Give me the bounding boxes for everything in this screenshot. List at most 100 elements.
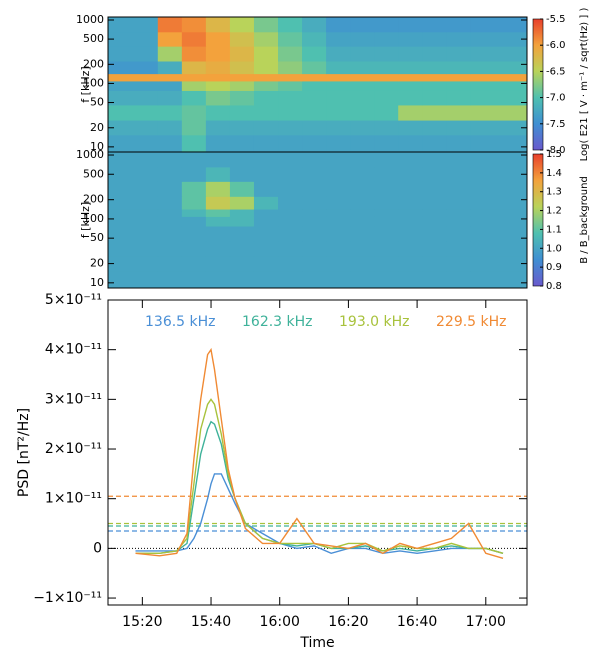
heatmap-cell bbox=[108, 270, 159, 289]
heatmap-cell bbox=[302, 90, 327, 106]
heatmap-cell bbox=[326, 104, 351, 121]
heatmap-cell bbox=[422, 60, 447, 75]
heatmap-cell bbox=[278, 17, 303, 33]
heatmap-cell bbox=[374, 270, 399, 289]
heatmap-cell bbox=[253, 134, 279, 153]
y-tick-label: 100 bbox=[83, 212, 104, 225]
heatmap-cell bbox=[350, 17, 375, 33]
heatmap-cell bbox=[157, 255, 183, 272]
heatmap-cell bbox=[253, 80, 279, 91]
heatmap-cell bbox=[326, 152, 351, 168]
heatmap-cell bbox=[470, 216, 528, 227]
heatmap-cell bbox=[374, 17, 399, 33]
y-axis-label: f [kHz] bbox=[79, 202, 92, 238]
x-tick-label: 17:00 bbox=[466, 614, 506, 630]
heatmap-cell bbox=[470, 270, 528, 289]
heatmap-cell bbox=[229, 196, 255, 210]
heatmap-cell bbox=[446, 152, 471, 168]
heatmap-cell bbox=[350, 181, 375, 197]
colorbar-tick-label: -5.5 bbox=[546, 14, 566, 25]
heatmap-cell bbox=[398, 240, 423, 257]
heatmap-cell bbox=[278, 73, 303, 82]
heatmap-cell bbox=[470, 134, 528, 153]
y-tick-label: −1×10⁻¹¹ bbox=[33, 590, 102, 606]
heatmap-cell bbox=[205, 80, 231, 91]
heatmap-cell bbox=[253, 255, 279, 272]
heatmap-cell bbox=[398, 209, 423, 217]
heatmap-cell bbox=[470, 60, 528, 75]
heatmap-cell bbox=[374, 209, 399, 217]
heatmap-cell bbox=[229, 134, 255, 153]
heatmap-cell bbox=[157, 73, 183, 82]
heatmap-cell bbox=[326, 226, 351, 242]
heatmap-cell bbox=[470, 120, 528, 136]
heatmap-cell bbox=[326, 90, 351, 106]
y-tick-label: 20 bbox=[90, 121, 104, 134]
heatmap-cell bbox=[302, 120, 327, 136]
heatmap-cell bbox=[302, 181, 327, 197]
heatmap-cell bbox=[253, 31, 279, 47]
heatmap-cell bbox=[181, 31, 207, 47]
heatmap-cell bbox=[157, 152, 183, 168]
heatmap-cell bbox=[302, 60, 327, 75]
heatmap-cell bbox=[278, 60, 303, 75]
heatmap-cell bbox=[470, 104, 528, 121]
heatmap-cell bbox=[229, 152, 255, 168]
heatmap-cell bbox=[205, 196, 231, 210]
heatmap-cell bbox=[229, 181, 255, 197]
heatmap-cell bbox=[205, 166, 231, 182]
heatmap-cell bbox=[470, 209, 528, 217]
y-tick-label: 500 bbox=[83, 167, 104, 180]
heatmap-cell bbox=[350, 46, 375, 62]
panel-frame bbox=[107, 151, 528, 289]
heatmap-cell bbox=[181, 181, 207, 197]
legend-label: 193.0 kHz bbox=[339, 314, 410, 330]
heatmap-cell bbox=[157, 104, 183, 121]
heatmap-cell bbox=[253, 104, 279, 121]
colorbar-tick-label: 1.0 bbox=[546, 243, 562, 254]
heatmap-cell bbox=[157, 240, 183, 257]
heatmap-cell bbox=[422, 196, 447, 210]
heatmap-cell bbox=[278, 104, 303, 121]
heatmap-cell bbox=[350, 226, 375, 242]
heatmap-cell bbox=[350, 80, 375, 91]
y-axis-label: f [kHz] bbox=[79, 66, 92, 102]
heatmap-cell bbox=[398, 270, 423, 289]
heatmap-cell bbox=[181, 240, 207, 257]
heatmap-cell bbox=[422, 166, 447, 182]
heatmap-cell bbox=[326, 31, 351, 47]
heatmap-cell bbox=[108, 46, 159, 62]
heatmap-cell bbox=[470, 152, 528, 168]
heatmap-cell bbox=[398, 90, 423, 106]
heatmap-cell bbox=[205, 152, 231, 168]
x-tick-label: 16:40 bbox=[397, 614, 437, 630]
heatmap-cell bbox=[326, 120, 351, 136]
heatmap-cell bbox=[302, 196, 327, 210]
heatmap-cell bbox=[374, 181, 399, 197]
heatmap-cell bbox=[278, 255, 303, 272]
heatmap-cell bbox=[229, 31, 255, 47]
heatmap-cell bbox=[326, 17, 351, 33]
heatmap-cell bbox=[326, 216, 351, 227]
heatmap-cell bbox=[108, 226, 159, 242]
heatmap-cell bbox=[398, 17, 423, 33]
heatmap-cell bbox=[470, 196, 528, 210]
heatmap-cell bbox=[422, 209, 447, 217]
heatmap-cell bbox=[253, 216, 279, 227]
heatmap-cell bbox=[446, 134, 471, 153]
heatmap-cell bbox=[398, 196, 423, 210]
heatmap-cell bbox=[302, 152, 327, 168]
heatmap-cell bbox=[108, 134, 159, 153]
heatmap-cell bbox=[229, 90, 255, 106]
heatmap-cell bbox=[181, 255, 207, 272]
y-tick-label: 200 bbox=[83, 193, 104, 206]
heatmap-cell bbox=[302, 270, 327, 289]
heatmap-cell bbox=[108, 181, 159, 197]
heatmap-cell bbox=[422, 17, 447, 33]
heatmap-cell bbox=[205, 181, 231, 197]
y-tick-label: 500 bbox=[83, 32, 104, 45]
heatmap-cell bbox=[350, 90, 375, 106]
y-axis-label: PSD [nT²/Hz] bbox=[16, 408, 32, 497]
heatmap-cell bbox=[350, 60, 375, 75]
